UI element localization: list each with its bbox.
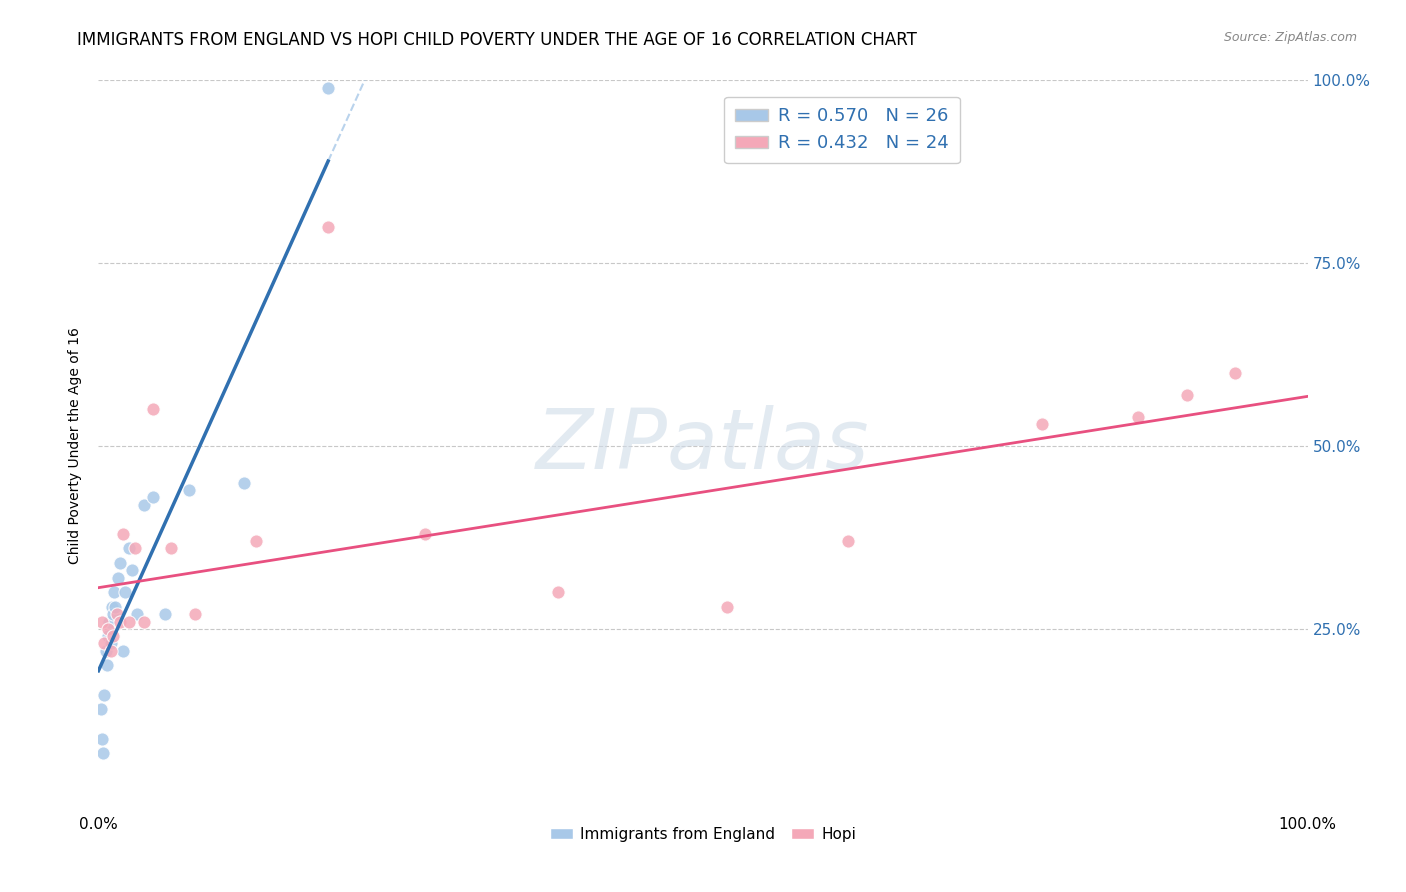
Point — [118, 541, 141, 556]
Point — [94, 644, 117, 658]
Text: Source: ZipAtlas.com: Source: ZipAtlas.com — [1223, 31, 1357, 45]
Point — [1223, 366, 1246, 380]
Point — [100, 636, 122, 650]
Point — [160, 541, 183, 556]
Point — [91, 746, 114, 760]
Point — [413, 526, 436, 541]
Point — [124, 541, 146, 556]
Point — [90, 702, 112, 716]
Point — [153, 607, 176, 622]
Point — [134, 615, 156, 629]
Point — [100, 599, 122, 614]
Point — [105, 607, 128, 622]
Point — [316, 80, 339, 95]
Point — [91, 731, 114, 746]
Point — [316, 219, 339, 234]
Point — [111, 644, 134, 658]
Point — [232, 475, 254, 490]
Point — [111, 526, 134, 541]
Point — [179, 483, 201, 497]
Point — [100, 644, 122, 658]
Point — [97, 622, 120, 636]
Point — [118, 615, 141, 629]
Point — [114, 585, 136, 599]
Point — [103, 585, 125, 599]
Point — [101, 629, 124, 643]
Point — [127, 607, 149, 622]
Text: ZIPatlas: ZIPatlas — [536, 406, 870, 486]
Point — [142, 490, 165, 504]
Point — [1031, 417, 1053, 431]
Point — [97, 629, 120, 643]
Text: IMMIGRANTS FROM ENGLAND VS HOPI CHILD POVERTY UNDER THE AGE OF 16 CORRELATION CH: IMMIGRANTS FROM ENGLAND VS HOPI CHILD PO… — [77, 31, 917, 49]
Point — [716, 599, 738, 614]
Point — [1128, 409, 1150, 424]
Point — [1175, 388, 1198, 402]
Point — [101, 607, 124, 622]
Point — [121, 563, 143, 577]
Point — [91, 615, 114, 629]
Point — [134, 498, 156, 512]
Point — [107, 571, 129, 585]
Point — [245, 534, 267, 549]
Point — [96, 658, 118, 673]
Point — [142, 402, 165, 417]
Legend: Immigrants from England, Hopi: Immigrants from England, Hopi — [544, 821, 862, 848]
Point — [108, 615, 131, 629]
Point — [93, 688, 115, 702]
Point — [184, 607, 207, 622]
Point — [98, 615, 121, 629]
Point — [93, 636, 115, 650]
Y-axis label: Child Poverty Under the Age of 16: Child Poverty Under the Age of 16 — [69, 327, 83, 565]
Point — [837, 534, 859, 549]
Point — [108, 556, 131, 570]
Point — [104, 599, 127, 614]
Point — [547, 585, 569, 599]
